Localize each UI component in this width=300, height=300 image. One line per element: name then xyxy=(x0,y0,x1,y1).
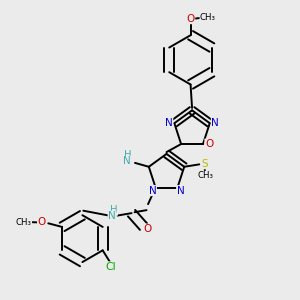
Text: S: S xyxy=(201,159,208,169)
Text: N: N xyxy=(165,118,173,128)
Text: O: O xyxy=(186,14,195,24)
Text: N: N xyxy=(108,211,116,221)
Text: N: N xyxy=(177,186,184,196)
Text: N: N xyxy=(211,118,219,128)
Text: H: H xyxy=(110,205,118,215)
Text: H: H xyxy=(124,150,131,160)
Text: Cl: Cl xyxy=(106,262,116,272)
Text: N: N xyxy=(123,156,131,167)
Text: CH₃: CH₃ xyxy=(16,218,32,226)
Text: O: O xyxy=(38,217,46,227)
Text: O: O xyxy=(143,224,151,234)
Text: O: O xyxy=(205,139,213,149)
Text: CH₃: CH₃ xyxy=(197,171,213,180)
Text: N: N xyxy=(149,186,156,196)
Text: CH₃: CH₃ xyxy=(200,13,216,22)
